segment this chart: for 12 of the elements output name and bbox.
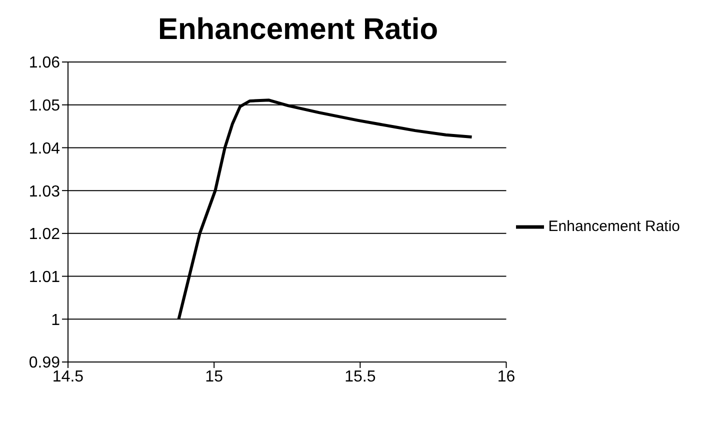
y-tick-label: 1.05 xyxy=(28,98,60,115)
y-tick-label: 1.01 xyxy=(28,268,60,286)
x-tick-label: 15.5 xyxy=(344,368,376,386)
chart-title: Enhancement Ratio xyxy=(156,12,440,48)
legend-label: Enhancement Ratio xyxy=(548,218,680,236)
y-tick-label: 1.02 xyxy=(28,226,60,244)
y-tick-label: 1.06 xyxy=(28,54,60,72)
y-tick-label: 1 xyxy=(51,312,60,329)
y-tick-label: 1.03 xyxy=(28,183,60,200)
x-tick-label: 15 xyxy=(205,368,224,386)
x-tick-label: 16 xyxy=(497,368,516,386)
y-tick-label: 1.04 xyxy=(28,140,60,158)
